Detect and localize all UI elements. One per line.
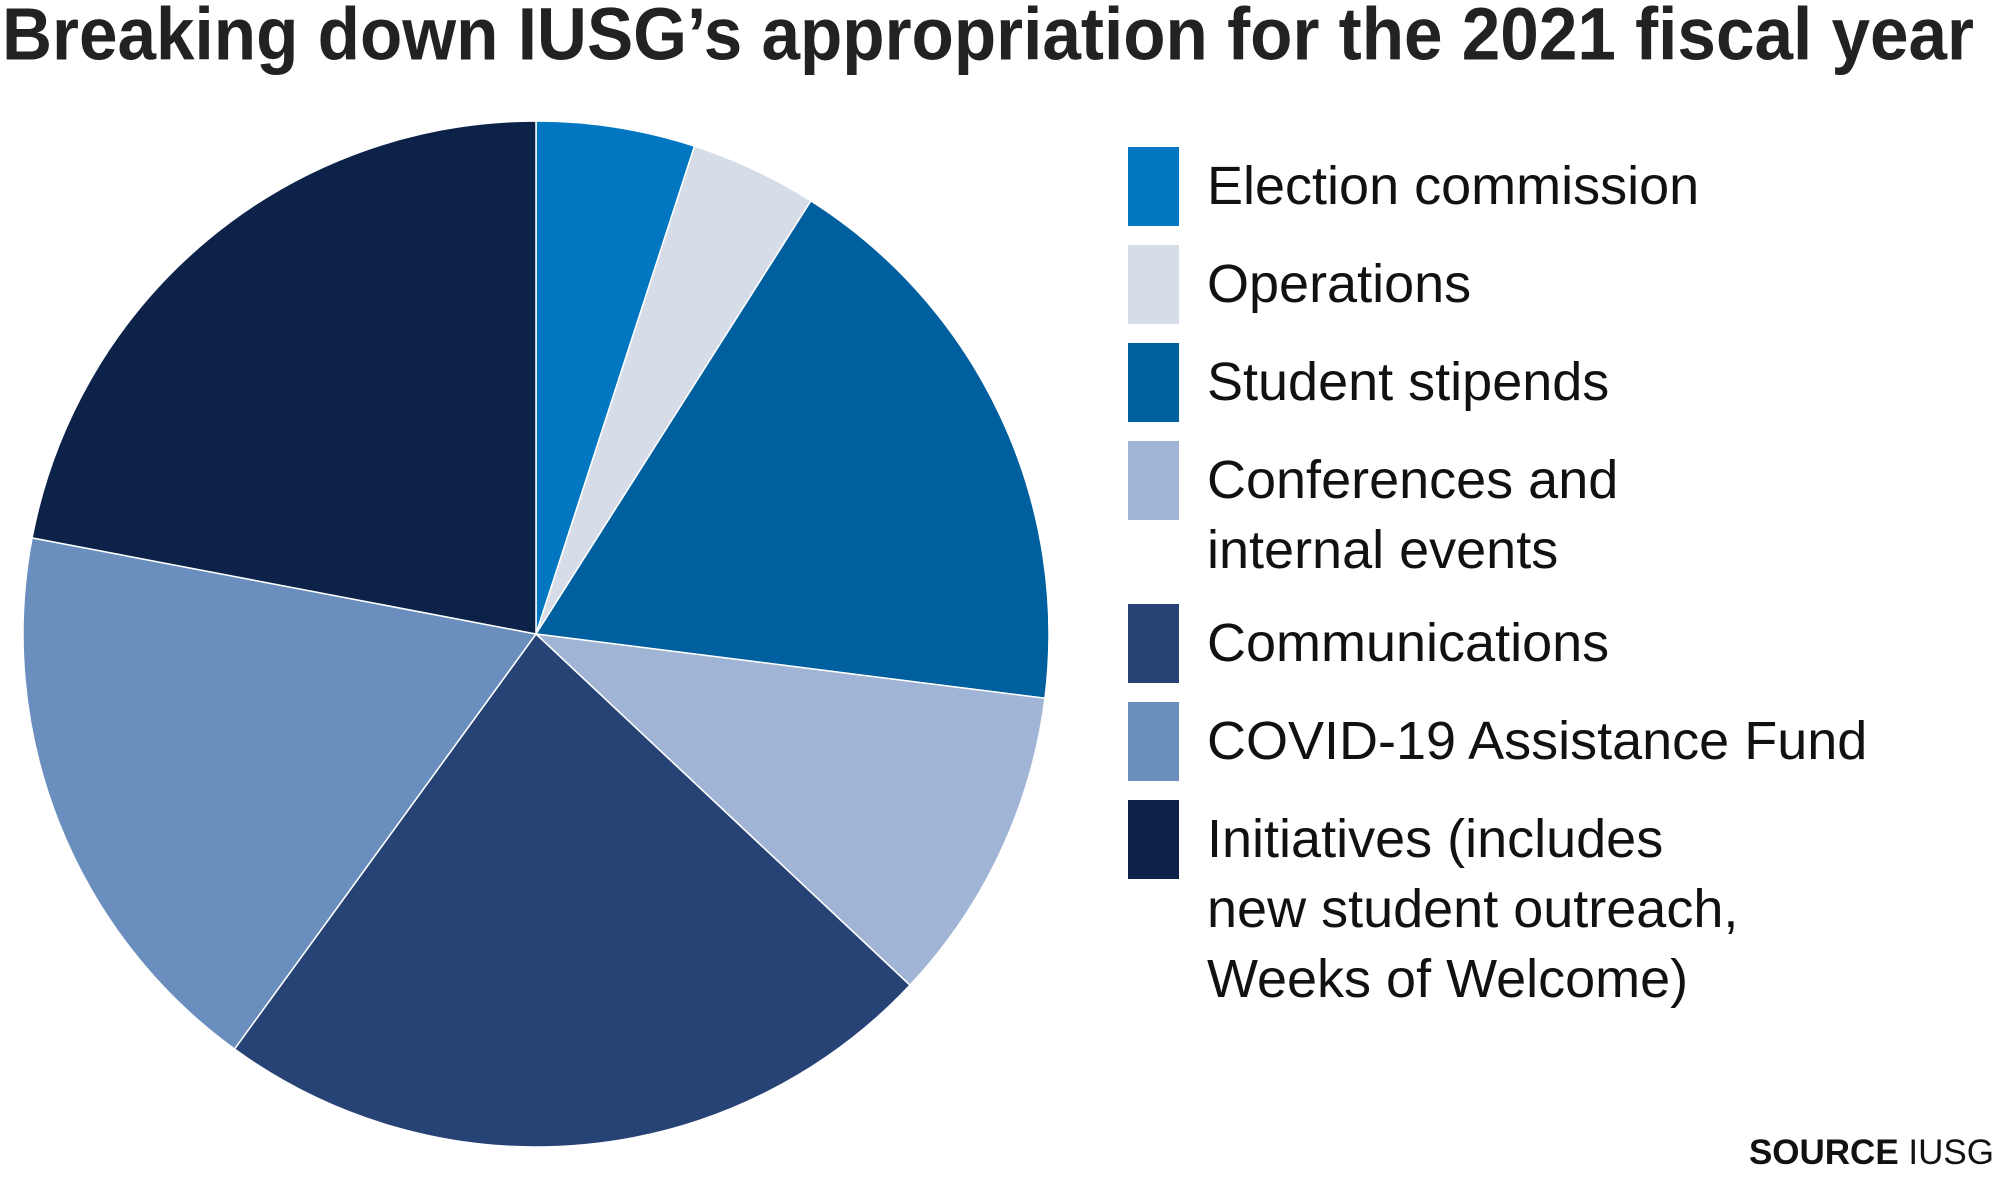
legend: Election commission Operations Student sti… [1128,147,1867,1033]
legend-item: Election commission [1128,147,1867,226]
pie [22,120,1050,1148]
legend-label: Communications [1207,613,1610,673]
legend-label: Election commission [1207,156,1700,216]
legend-item: COVID-19 Assistance Fund [1128,702,1867,781]
legend-label: Conferences and internal events [1207,450,1619,580]
source-text: IUSG [1908,1133,1994,1172]
legend-item: Operations [1128,245,1867,324]
legend-label: COVID-19 Assistance Fund [1207,711,1868,771]
legend-item: Initiatives (includes new student outrea… [1128,800,1867,1014]
legend-item: Conferences and internal events [1128,441,1867,585]
source-label: SOURCE [1748,1133,1899,1172]
legend-label: Student stipends [1207,352,1610,412]
legend-item: Communications [1128,604,1867,683]
legend-swatch [1128,702,1179,781]
pie-slice [535,120,696,635]
legend-item: Student stipends [1128,343,1867,422]
legend-swatch [1128,343,1179,422]
legend-label: Operations [1207,254,1472,314]
legend-swatch [1128,800,1179,879]
pie-slice [233,632,912,1148]
legend-swatch [1128,245,1179,324]
pie-slice [534,199,1050,700]
legend-swatch [1128,147,1179,226]
chart-title: Breaking down IUSG’s appropriation for t… [2,0,1974,76]
source: SOURCE IUSG [1749,1133,1994,1173]
pie-slice [22,536,538,1051]
legend-label: Initiatives (includes new student outrea… [1207,809,1739,1009]
pie-slice [31,120,537,635]
legend-swatch [1128,441,1179,520]
pie-slice [533,632,1046,987]
legend-swatch [1128,604,1179,683]
